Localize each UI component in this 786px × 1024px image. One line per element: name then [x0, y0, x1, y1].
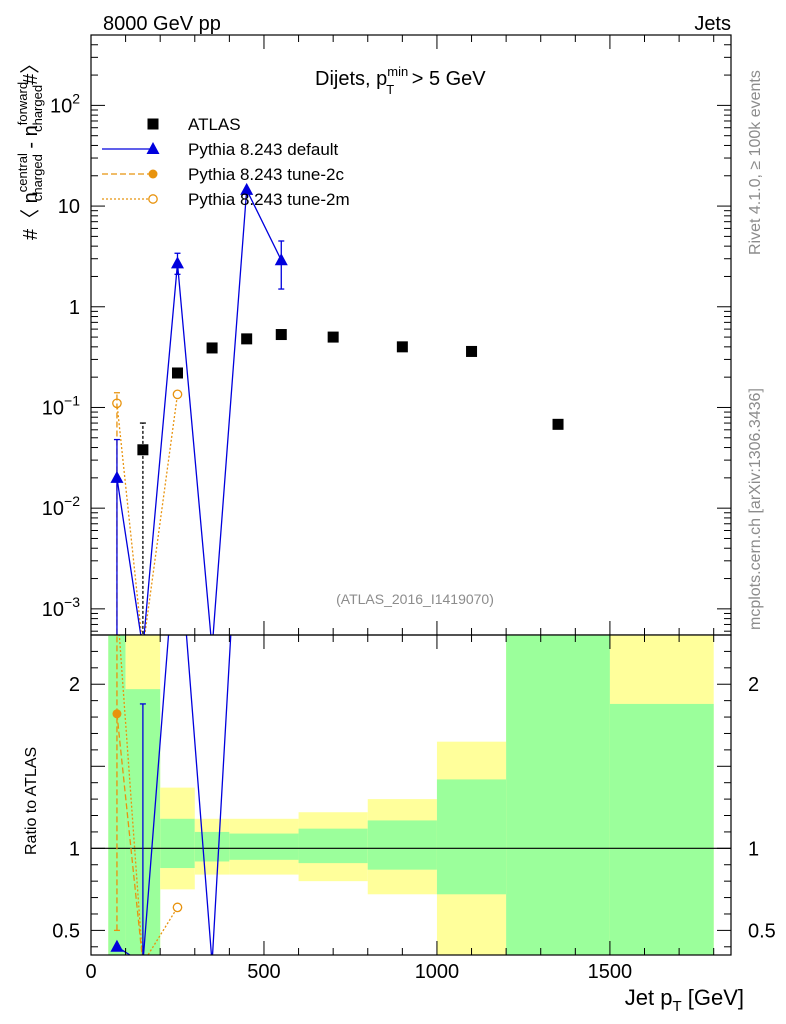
y-axis-label: #〈 ncentralcharged - nforwardcharged#〉	[15, 54, 45, 240]
tune2m-point-2	[172, 389, 183, 400]
default-point-0	[110, 470, 124, 483]
atlas-point-2	[171, 367, 183, 379]
ratio-data-layer	[91, 635, 731, 955]
legend-label-2: Pythia 8.243 tune-2c	[188, 165, 344, 184]
ratio-y-label: Ratio to ATLAS	[23, 747, 40, 855]
ratio-tick-label-right: 0.5	[748, 920, 776, 942]
legend-marker-0	[147, 118, 159, 130]
rivet-label: Rivet 4.1.0, ≥ 100k events	[747, 70, 764, 255]
atlas-point-3	[206, 342, 218, 354]
ratio-frame	[90, 634, 732, 956]
tune2c-ratio-point-0	[112, 709, 122, 719]
atlas-point-1	[137, 444, 149, 456]
tune2m-line	[116, 394, 179, 635]
ratio-tick-label-right: 2	[748, 674, 759, 696]
atlas-point-5	[275, 329, 287, 341]
chart-title: Dijets, pmin T > 5 GeV	[315, 64, 486, 97]
main-frame	[90, 34, 732, 636]
legend: ATLAS Pythia 8.243 default Pythia 8.243 tu…	[102, 115, 350, 209]
atlas-point-4	[241, 333, 253, 345]
y-tick-label: 10	[58, 196, 80, 218]
main-panel: 10−3 10−2 10−1 1 10 102 Dijets, pmin T > 5 GeV…	[15, 34, 732, 654]
y-tick-label: 10−3	[42, 594, 80, 621]
x-tick-label: 1500	[588, 961, 633, 983]
tune2m-ratio-line	[118, 635, 179, 955]
analysis-id: (ATLAS_2016_I1419070)	[336, 591, 494, 607]
stat-uncertainty-band-5	[298, 828, 368, 864]
ratio-tick-label-left: 2	[69, 674, 80, 696]
stat-uncertainty-band-8	[506, 635, 610, 955]
default-ratio-line	[116, 635, 232, 955]
ratio-tick-label-right: 1	[748, 838, 759, 860]
default-point-5	[274, 253, 288, 266]
legend-marker-3	[148, 194, 158, 204]
main-axes: 10−3 10−2 10−1 1 10 102	[42, 34, 731, 635]
main-data-layer	[110, 182, 564, 654]
legend-label-0: ATLAS	[188, 115, 241, 134]
legend-marker-2	[148, 169, 158, 179]
header-left: 8000 GeV pp	[103, 13, 221, 35]
stat-uncertainty-band-7	[436, 779, 507, 895]
default-point-4	[240, 182, 254, 195]
atlas-point-6	[327, 331, 339, 343]
stat-uncertainty-band-9	[609, 703, 714, 955]
atlas-point-7	[396, 341, 408, 353]
tune2m-ratio-point-2	[172, 902, 183, 913]
legend-label-3: Pythia 8.243 tune-2m	[188, 190, 350, 209]
y-tick-label: 102	[50, 90, 80, 117]
default-point-3	[206, 642, 219, 654]
atlas-point-8	[466, 345, 478, 357]
default-line	[116, 187, 282, 635]
y-tick-label: 10−1	[42, 392, 80, 419]
x-axis-label: Jet pT [GeV]	[625, 985, 744, 1015]
tune2c-ratio-line	[116, 713, 143, 955]
x-tick-label: 1000	[415, 961, 460, 983]
header-right: Jets	[694, 13, 731, 35]
y-tick-label: 1	[69, 297, 80, 319]
mcplots-label: mcplots.cern.ch [arXiv:1306.3436]	[747, 388, 764, 630]
default-ratio-point-0	[110, 939, 124, 952]
y-tick-label: 10−2	[42, 493, 80, 520]
default-point-2	[170, 256, 184, 269]
x-tick-label: 500	[247, 961, 280, 983]
ratio-tick-label-left: 1	[69, 838, 80, 860]
x-tick-label: 0	[85, 961, 96, 983]
atlas-point-9	[552, 418, 564, 430]
legend-label-1: Pythia 8.243 default	[188, 140, 339, 159]
ratio-axes: 0 500 1000 1500 0.5 0.5 1 1 2 2	[52, 635, 776, 983]
ratio-tick-label-left: 0.5	[52, 920, 80, 942]
ratio-panel: 0 500 1000 1500 0.5 0.5 1 1 2 2 Ratio to ATLAS Je…	[23, 634, 776, 1015]
legend-marker-1	[146, 142, 160, 154]
stat-uncertainty-band-3	[194, 831, 230, 862]
stat-uncertainty-band-6	[367, 820, 437, 870]
stat-uncertainty-band-2	[160, 818, 195, 869]
tune2c-point-2	[173, 644, 182, 653]
stat-uncertainty-band-4	[229, 833, 299, 860]
